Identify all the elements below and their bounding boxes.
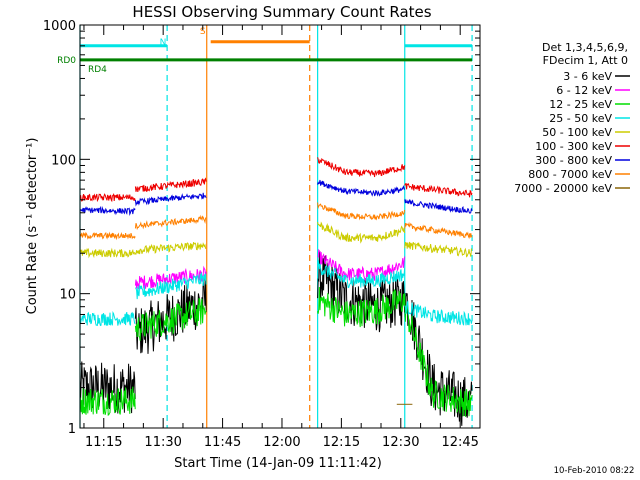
legend-label: 50 - 100 keV	[542, 126, 612, 139]
series-line	[317, 286, 406, 328]
plot-frame	[79, 24, 481, 429]
x-tick-label: 11:15	[85, 435, 122, 450]
series-line	[79, 247, 136, 259]
y-tick-label: 100	[51, 153, 76, 168]
series-line	[404, 198, 473, 214]
series-line	[317, 248, 406, 281]
legend-label: 800 - 7000 keV	[528, 168, 612, 181]
flag-label: N	[160, 38, 167, 48]
series-300-800kev	[79, 179, 473, 216]
date-stamp: 10-Feb-2010 08:22	[554, 466, 635, 476]
series-line	[404, 182, 473, 198]
legend-header: Det 1,3,4,5,6,9,	[542, 41, 628, 54]
series-line	[79, 205, 136, 216]
legend-label: 7000 - 20000 keV	[514, 182, 612, 195]
legend-label: 25 - 50 keV	[549, 112, 612, 125]
series-line	[404, 295, 473, 417]
x-tick-label: 12:15	[323, 435, 360, 450]
series-line	[404, 221, 473, 240]
y-tick-label: 1000	[43, 19, 76, 34]
series-line	[404, 300, 473, 326]
series-12-25kev	[79, 286, 473, 417]
y-axis-label: Count Rate (s⁻¹ detector⁻¹)	[25, 138, 40, 315]
x-tick-label: 11:30	[144, 435, 181, 450]
series-800-7000kev	[79, 202, 473, 241]
series-line	[134, 272, 207, 300]
flag-label: S	[200, 27, 206, 37]
series-line	[317, 202, 406, 221]
series-line	[317, 260, 406, 289]
legend-label: 100 - 300 keV	[535, 140, 612, 153]
series-line	[317, 157, 406, 178]
series-line	[79, 231, 136, 241]
x-tick-label: 11:45	[204, 435, 241, 450]
series-line	[317, 179, 406, 197]
legend: Det 1,3,4,5,6,9,FDecim 1, Att 0 3 - 6 keV…	[514, 41, 630, 195]
legend-label: 300 - 800 keV	[535, 154, 612, 167]
y-axis: 1 10 100 1000	[43, 19, 480, 437]
flag-label: RD4	[88, 65, 107, 75]
x-tick-label: 12:30	[382, 435, 419, 450]
x-tick-label: 12:00	[263, 435, 300, 450]
legend-header: FDecim 1, Att 0	[543, 54, 628, 67]
series-line	[79, 193, 136, 203]
series-line	[134, 177, 207, 193]
series-line	[317, 221, 406, 244]
series-line	[134, 298, 207, 341]
flags-layer: N S RD0 RD4	[57, 27, 473, 75]
y-tick-label: 10	[59, 288, 76, 303]
series-line	[134, 214, 207, 231]
y-tick-label: 1	[68, 422, 76, 437]
series-line	[134, 242, 207, 255]
series-line	[79, 311, 136, 327]
series-layer	[79, 157, 473, 426]
series-50-100kev	[79, 221, 473, 259]
series-25-50kev	[79, 260, 473, 327]
legend-label: 6 - 12 keV	[556, 84, 612, 97]
series-line	[134, 192, 207, 207]
legend-label: 12 - 25 keV	[549, 98, 612, 111]
legend-label: 3 - 6 keV	[563, 70, 612, 83]
x-tick-label: 12:45	[441, 435, 478, 450]
series-line	[404, 241, 473, 258]
flag-label: RD0	[57, 56, 76, 66]
x-axis: 11:15 11:30 11:45 12:00 12:15 12:30 12:45	[83, 25, 481, 450]
series-line	[79, 386, 136, 416]
x-axis-label: Start Time (14-Jan-09 11:11:42)	[174, 456, 382, 471]
series-100-300kev	[79, 157, 473, 203]
chart-title: HESSI Observing Summary Count Rates	[132, 3, 431, 21]
